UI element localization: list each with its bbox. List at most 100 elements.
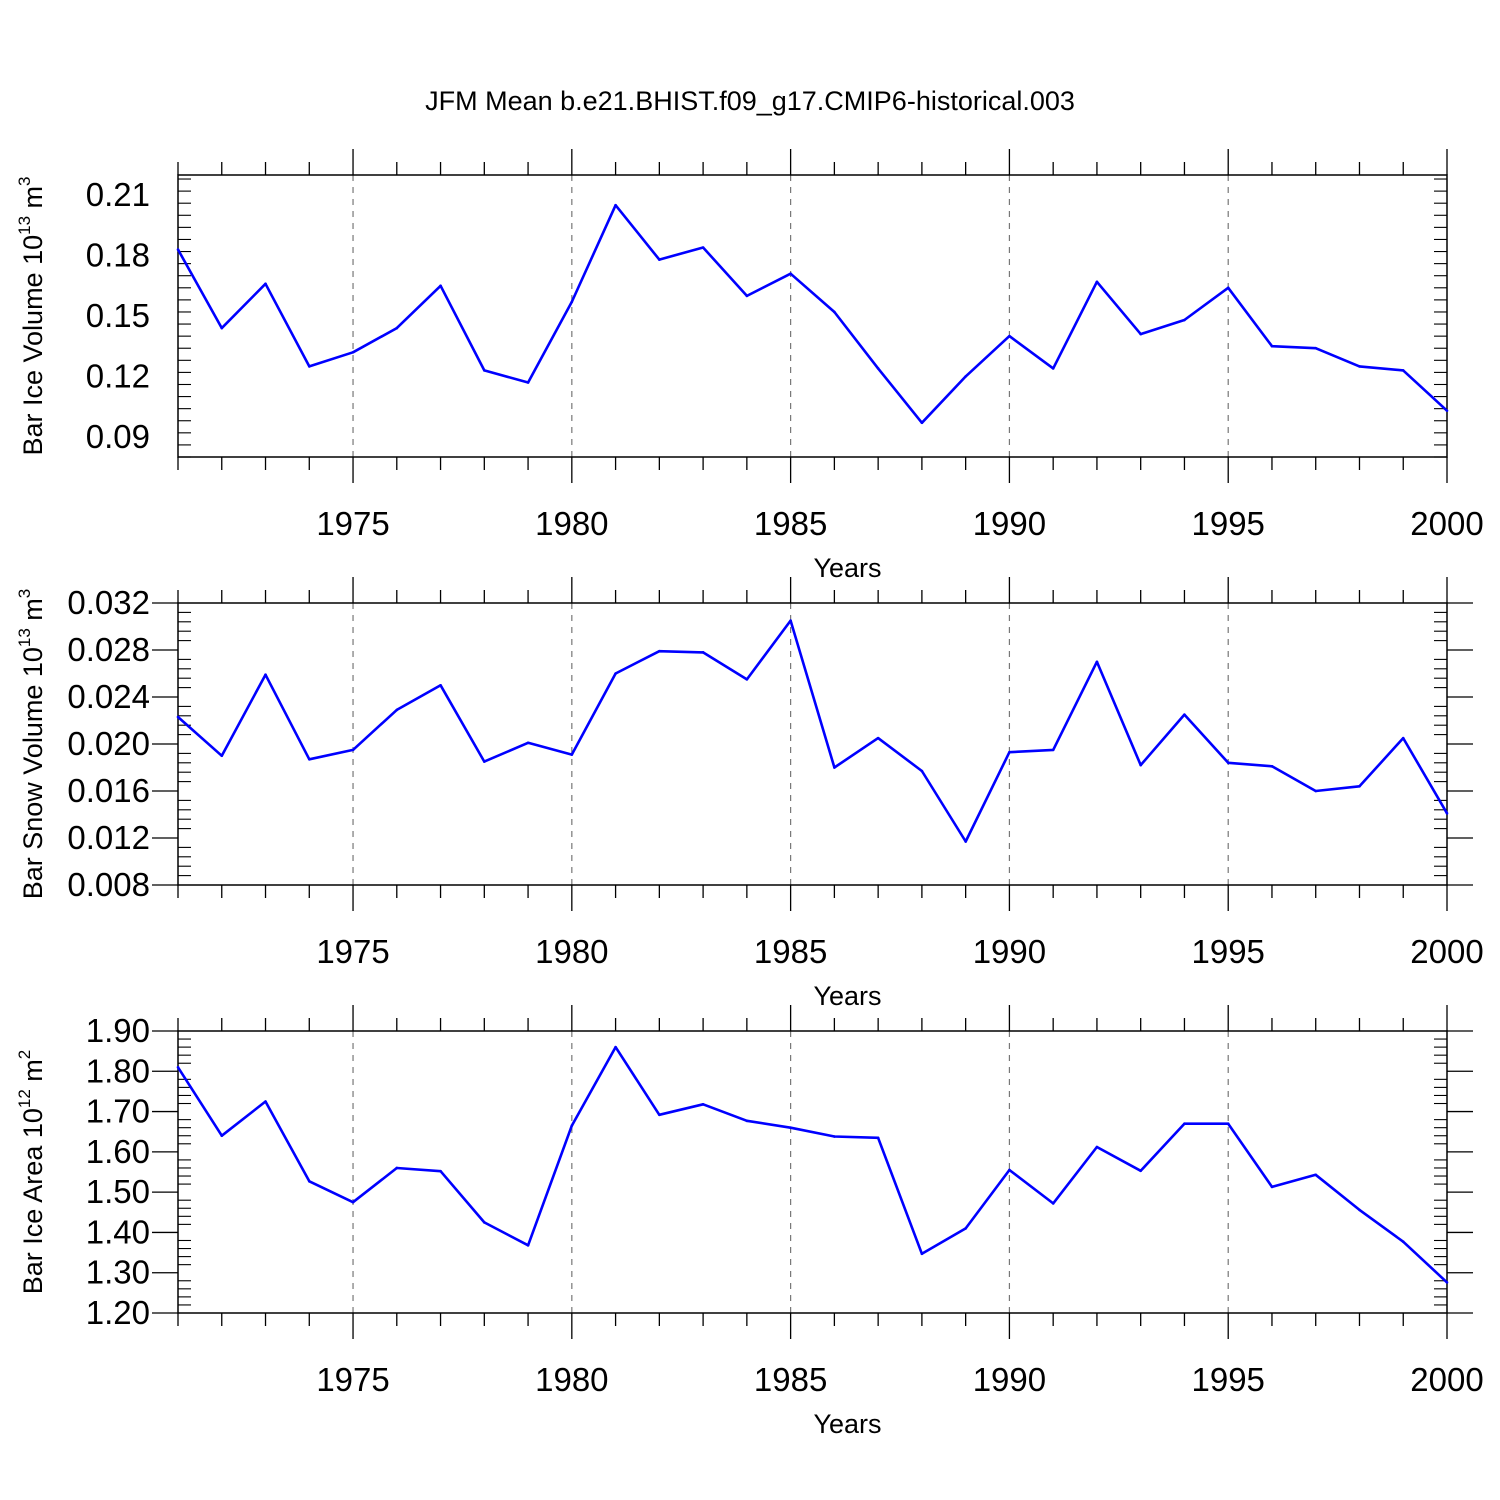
x-tick-label: 1990 <box>973 1361 1046 1398</box>
data-point <box>1358 1208 1361 1212</box>
panel-2: 0.008 0.012 0.016 0.020 0.024 0.028 0.032 1975 1… <box>15 577 1484 1011</box>
data-point <box>876 736 880 740</box>
x-tick-label: 2000 <box>1410 1361 1483 1398</box>
series-line <box>176 203 1448 425</box>
data-point <box>526 741 530 745</box>
y-tick-label: 1.20 <box>86 1294 150 1331</box>
data-point <box>351 748 355 752</box>
y-tick-label: 0.15 <box>86 297 150 334</box>
x-tick-label: 1985 <box>754 505 827 542</box>
data-point <box>307 757 311 761</box>
data-point <box>1270 344 1274 348</box>
data-point <box>220 754 224 758</box>
data-point <box>614 672 617 675</box>
data-point <box>833 1135 836 1138</box>
data-point <box>658 258 661 261</box>
data-point <box>570 300 574 304</box>
x-tick-label: 1985 <box>754 1361 827 1398</box>
y-tick-label: 0.008 <box>67 866 150 903</box>
data-point <box>1139 332 1142 336</box>
data-point <box>745 678 749 681</box>
data-point <box>351 350 355 354</box>
y-tick-label: 0.09 <box>86 418 150 455</box>
x-tick-label: 2000 <box>1410 933 1483 970</box>
data-point <box>1270 1185 1274 1189</box>
data-point <box>1095 660 1099 664</box>
data-point <box>1139 763 1142 767</box>
y-axis-title: Bar Ice Volume 1013 m3 <box>15 176 48 455</box>
data-point <box>614 1045 617 1049</box>
data-point <box>1139 1169 1142 1173</box>
x-tick-label: 1980 <box>535 1361 608 1398</box>
x-tick-label: 2000 <box>1410 505 1483 542</box>
data-point <box>264 673 267 676</box>
data-point <box>701 246 705 249</box>
y-tick-label: 1.30 <box>86 1254 150 1291</box>
panels-group: 0.09 0.12 0.15 0.18 0.21 1975 1980 1985 1990 1995… <box>15 149 1484 1439</box>
data-point <box>395 326 399 330</box>
x-tick-label: 1995 <box>1191 933 1264 970</box>
data-point <box>1445 1281 1449 1284</box>
data-point <box>876 1136 880 1140</box>
data-point <box>1314 346 1318 350</box>
y-tick-label: 0.12 <box>86 357 150 394</box>
x-tick-label: 1995 <box>1191 1361 1264 1398</box>
x-axis-title: Years <box>813 1409 881 1439</box>
data-point <box>1183 713 1186 716</box>
data-point <box>483 1221 486 1224</box>
data-point <box>920 769 924 773</box>
x-tick-label: 1990 <box>973 933 1046 970</box>
data-point <box>1445 812 1449 815</box>
data-point <box>1051 367 1055 370</box>
data-point <box>264 1100 267 1103</box>
data-point <box>176 715 180 719</box>
data-point <box>1314 789 1318 793</box>
y-tick-label: 1.90 <box>86 1012 150 1049</box>
data-point <box>701 1103 705 1106</box>
data-point <box>395 708 399 712</box>
y-tick-label: 0.020 <box>67 725 150 762</box>
data-point <box>745 1119 749 1123</box>
data-point <box>789 272 792 276</box>
data-point <box>439 284 442 288</box>
series-line <box>176 1045 1448 1284</box>
y-tick-label: 1.40 <box>86 1213 150 1250</box>
y-tick-label: 0.18 <box>86 237 150 274</box>
data-point <box>1358 365 1361 368</box>
data-point <box>920 421 924 425</box>
plot-frame <box>177 602 1448 886</box>
data-point <box>658 649 661 653</box>
data-point <box>658 1113 661 1117</box>
y-tick-label: 0.024 <box>67 678 150 715</box>
data-point <box>307 365 311 368</box>
data-point <box>351 1200 355 1204</box>
y-tick-label: 0.016 <box>67 772 150 809</box>
panel-1: 0.09 0.12 0.15 0.18 0.21 1975 1980 1985 1990 1995… <box>15 149 1484 583</box>
data-point <box>483 760 486 763</box>
data-point <box>1008 1168 1011 1172</box>
series-line <box>177 619 1449 843</box>
x-tick-label: 1980 <box>535 505 608 542</box>
x-tick-label: 1975 <box>316 505 389 542</box>
data-point <box>1008 334 1011 338</box>
data-point <box>526 1244 530 1247</box>
data-point <box>789 619 792 622</box>
data-point <box>789 1126 792 1129</box>
data-point <box>833 310 836 314</box>
y-tick-label: 1.80 <box>86 1052 150 1089</box>
data-point <box>614 203 617 207</box>
data-point <box>439 1169 442 1173</box>
x-tick-label: 1990 <box>973 505 1046 542</box>
y-tick-label: 1.50 <box>86 1173 150 1210</box>
x-tick-label: 1995 <box>1191 505 1264 542</box>
data-point <box>833 766 836 769</box>
plot-frame <box>177 174 1448 458</box>
data-point <box>220 326 224 330</box>
data-point <box>1051 748 1055 752</box>
data-point <box>745 294 749 298</box>
data-point <box>570 1124 574 1127</box>
data-point <box>570 753 574 756</box>
panel-3: 1.201.30 1.401.501.601.70 1.801.90 1975 1980… <box>15 1005 1484 1439</box>
y-axis-title: Bar Snow Volume 1013 m3 <box>15 589 48 900</box>
